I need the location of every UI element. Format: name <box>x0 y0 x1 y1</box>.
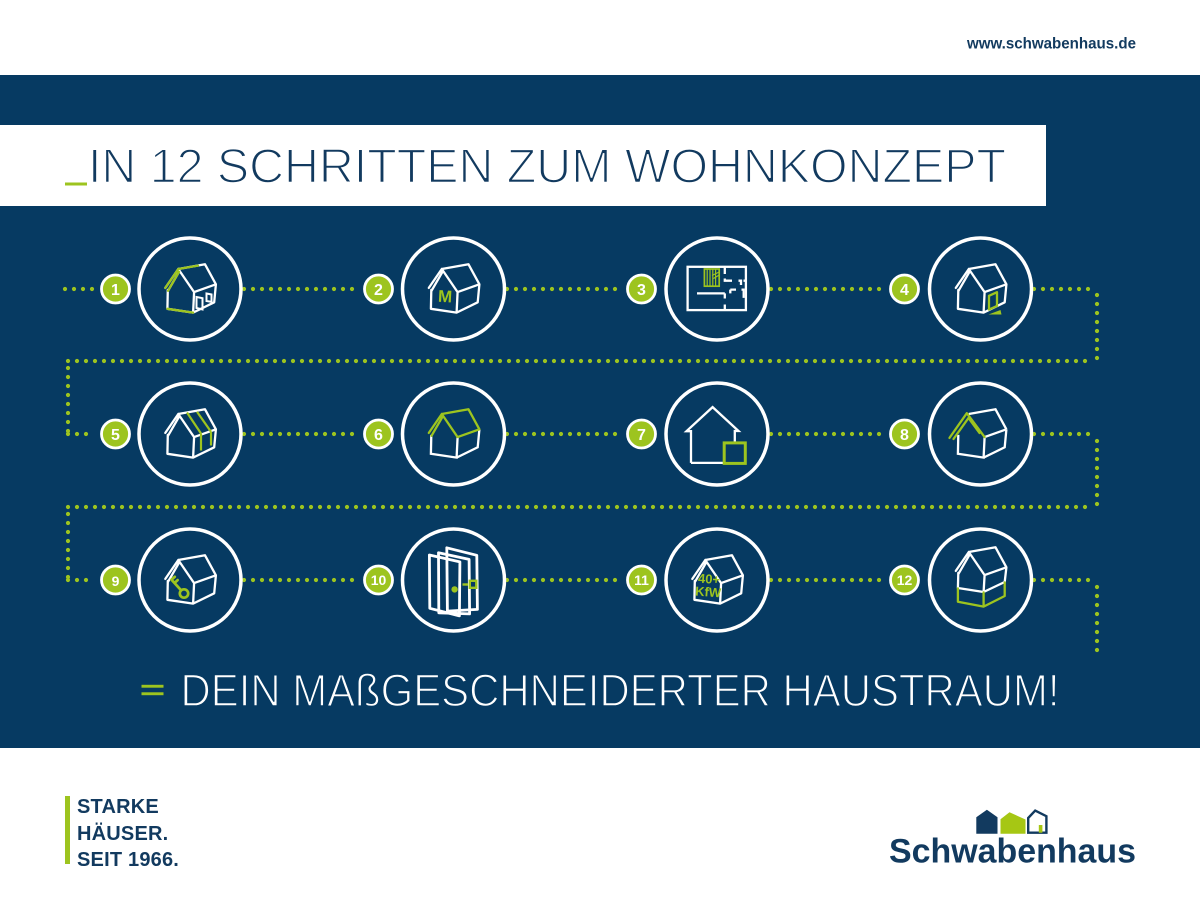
svg-text:7: 7 <box>637 427 646 444</box>
svg-text:8: 8 <box>900 427 909 444</box>
svg-text:6: 6 <box>374 427 383 444</box>
svg-text:9: 9 <box>112 573 120 589</box>
svg-text:Schwabenhaus: Schwabenhaus <box>889 833 1136 871</box>
svg-text:4: 4 <box>900 282 909 299</box>
svg-text:DEIN MAßGESCHNEIDERTER HAUSTRA: DEIN MAßGESCHNEIDERTER HAUSTRAUM! <box>181 665 1060 716</box>
svg-text:3: 3 <box>637 282 646 299</box>
svg-text:5: 5 <box>111 427 120 444</box>
svg-text:KfW: KfW <box>695 584 723 601</box>
svg-text:M: M <box>438 287 453 307</box>
svg-text:10: 10 <box>371 572 387 588</box>
svg-text:2: 2 <box>374 282 383 299</box>
svg-text:40+: 40+ <box>698 571 721 588</box>
svg-text:12: 12 <box>897 572 913 588</box>
svg-text:1: 1 <box>111 282 120 299</box>
svg-text:www.schwabenhaus.de: www.schwabenhaus.de <box>966 36 1136 53</box>
svg-text:IN 12 SCHRITTEN ZUM WOHNKONZEP: IN 12 SCHRITTEN ZUM WOHNKONZEPT <box>88 140 1006 194</box>
svg-text:11: 11 <box>634 572 649 588</box>
